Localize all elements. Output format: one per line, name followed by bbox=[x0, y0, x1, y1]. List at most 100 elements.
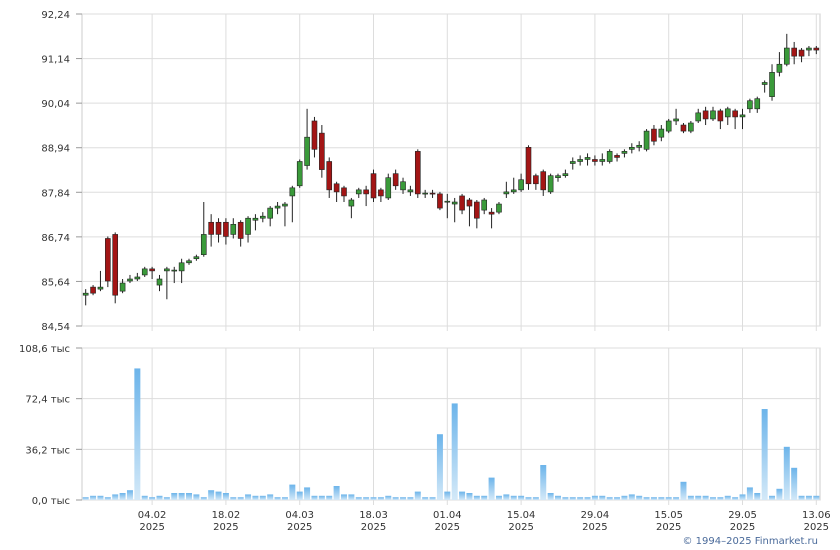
candle-body bbox=[510, 189, 517, 193]
volume-bar bbox=[584, 497, 591, 500]
candle-body bbox=[481, 199, 488, 211]
volume-bar bbox=[259, 495, 266, 500]
volume-bar bbox=[363, 497, 370, 500]
candle-body bbox=[171, 269, 178, 272]
candle-body bbox=[274, 205, 281, 209]
volume-bar bbox=[377, 497, 384, 500]
volume-bar bbox=[555, 495, 562, 500]
candle-body bbox=[584, 157, 591, 160]
volume-bar bbox=[304, 487, 311, 500]
candle-body bbox=[813, 47, 820, 51]
volume-bar bbox=[274, 497, 281, 500]
x-tick-label: 18.02 bbox=[212, 510, 241, 521]
volume-bar bbox=[141, 495, 148, 500]
volume-bar bbox=[355, 497, 362, 500]
x-tick-label: 15.05 bbox=[654, 510, 683, 521]
volume-bar bbox=[518, 495, 525, 500]
volume-bar bbox=[473, 495, 480, 500]
volume-bar bbox=[281, 497, 288, 500]
x-tick-label: 29.04 bbox=[581, 510, 610, 521]
volume-bar bbox=[702, 495, 709, 500]
volume-bar bbox=[392, 497, 399, 500]
candle-body bbox=[164, 268, 170, 272]
volume-bar bbox=[510, 495, 517, 500]
volume-bar bbox=[695, 495, 702, 500]
candle-body bbox=[127, 278, 133, 282]
volume-bar bbox=[97, 495, 104, 500]
candle-body bbox=[754, 98, 761, 110]
candle-body bbox=[422, 192, 428, 195]
volume-bar bbox=[215, 491, 222, 500]
candle-body bbox=[488, 211, 495, 215]
candle-body bbox=[665, 120, 672, 132]
volume-bar bbox=[82, 497, 89, 500]
volume-bar bbox=[149, 497, 156, 500]
candle-body bbox=[717, 110, 724, 122]
volume-bar bbox=[776, 488, 783, 500]
volume-bar bbox=[481, 495, 488, 500]
candle-body bbox=[621, 151, 628, 154]
candle-body bbox=[614, 155, 620, 158]
volume-bar bbox=[658, 497, 665, 500]
volume-bar bbox=[532, 497, 539, 500]
volume-bar bbox=[577, 497, 584, 500]
volume-bar bbox=[163, 497, 170, 500]
candle-body bbox=[429, 192, 436, 195]
x-tick-label: 04.03 bbox=[285, 510, 314, 521]
volume-bar bbox=[732, 497, 739, 500]
volume-bar bbox=[540, 465, 547, 500]
candle-body bbox=[606, 151, 613, 162]
volume-bar bbox=[171, 493, 178, 500]
candle-body bbox=[149, 268, 155, 272]
candle-body bbox=[562, 173, 569, 176]
volume-bar bbox=[134, 368, 141, 500]
volume-bar bbox=[267, 494, 274, 500]
volume-bar bbox=[746, 487, 753, 500]
candle-body bbox=[496, 203, 502, 213]
volume-bar bbox=[606, 497, 613, 500]
x-tick-label: 2025 bbox=[287, 522, 312, 533]
candle-body bbox=[724, 108, 731, 118]
volume-bar bbox=[503, 494, 510, 500]
candle-body bbox=[348, 199, 355, 207]
candle-body bbox=[156, 278, 163, 286]
candle-body bbox=[82, 292, 89, 296]
candle-body bbox=[695, 112, 702, 122]
volume-bar bbox=[222, 493, 229, 500]
volume-bar bbox=[769, 495, 776, 500]
candle-body bbox=[540, 171, 547, 191]
volume-bar bbox=[665, 497, 672, 500]
volume-bar bbox=[459, 491, 466, 500]
volume-bar bbox=[289, 484, 296, 500]
volume-bar bbox=[525, 497, 532, 500]
x-tick-label: 18.03 bbox=[359, 510, 388, 521]
x-tick-label: 2025 bbox=[730, 522, 755, 533]
candle-body bbox=[200, 234, 207, 255]
volume-bar bbox=[252, 495, 259, 500]
volume-bar bbox=[90, 495, 97, 500]
x-tick-label: 2025 bbox=[582, 522, 607, 533]
volume-bar bbox=[318, 495, 325, 500]
volume-bar bbox=[414, 491, 421, 500]
candle-body bbox=[643, 130, 650, 150]
candle-body bbox=[673, 118, 679, 122]
candle-body bbox=[437, 193, 443, 209]
candle-body bbox=[400, 181, 406, 191]
volume-bar bbox=[754, 493, 761, 500]
candle-body bbox=[252, 217, 259, 221]
candle-body bbox=[776, 63, 783, 73]
candle-body bbox=[769, 72, 775, 97]
volume-bar bbox=[186, 493, 193, 500]
candle-body bbox=[710, 110, 716, 120]
volume-bar bbox=[547, 493, 554, 500]
volume-bar bbox=[200, 497, 207, 500]
x-tick-label: 01.04 bbox=[433, 510, 462, 521]
volume-bar bbox=[495, 495, 502, 500]
volume-bar bbox=[466, 493, 473, 500]
volume-bar bbox=[628, 494, 635, 500]
candle-body bbox=[414, 151, 421, 195]
volume-bar bbox=[680, 481, 687, 500]
candle-body bbox=[547, 175, 554, 193]
volume-bar bbox=[805, 495, 812, 500]
candle-body bbox=[739, 114, 746, 118]
